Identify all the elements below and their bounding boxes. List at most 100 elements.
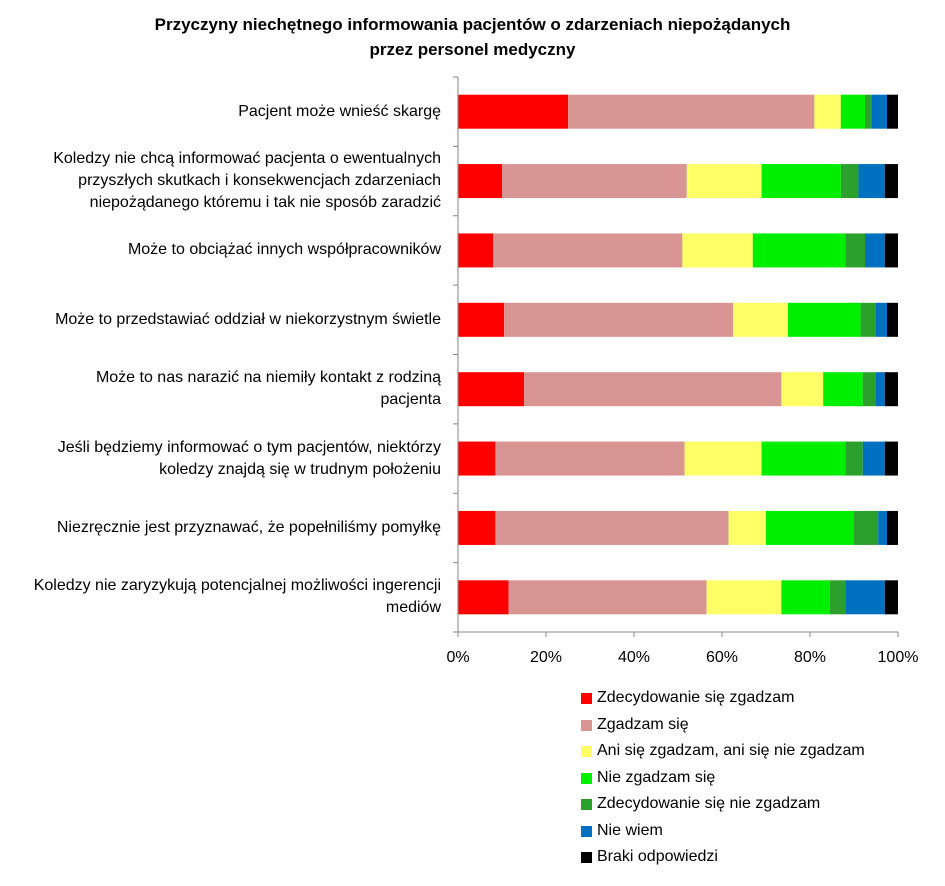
axes-group	[453, 76, 899, 637]
category-label-line: Może to obciążać innych współpracowników	[127, 241, 441, 259]
chart-title-line-2: przez personel medyczny	[369, 40, 576, 59]
bar-segment-8-1	[458, 580, 509, 615]
bar-segment-1-7	[887, 94, 898, 129]
legend-swatch	[581, 799, 592, 810]
bar-segment-2-3	[686, 164, 762, 199]
bar-segment-6-3	[684, 441, 762, 476]
category-label: Niezręcznie jest przyznawać, że popełnil…	[0, 517, 441, 539]
category-label: Może to przedstawiać oddział w niekorzys…	[0, 309, 441, 331]
bar-segment-5-4	[823, 372, 863, 407]
bar-segment-1-5	[865, 94, 872, 129]
category-label: Pacjent może wnieść skargę	[0, 101, 441, 123]
bar-segment-4-2	[504, 302, 733, 337]
bar-segment-6-4	[761, 441, 846, 476]
bars-group	[458, 94, 898, 615]
category-label-line: pacjenta	[380, 391, 442, 409]
category-label-line: koledzy znajdą się w trudnym położeniu	[159, 460, 441, 478]
bar-segment-6-7	[884, 441, 898, 476]
bar-segment-5-6	[876, 372, 885, 407]
category-label: Może to nas narazić na niemiły kontakt z…	[0, 367, 441, 411]
bar-segment-4-5	[860, 302, 876, 337]
bar-segment-7-3	[728, 510, 766, 545]
category-label-line: Koledzy nie zaryzykują potencjalnej możl…	[33, 577, 441, 595]
category-label-line: Jeśli będziemy informować o tym pacjentó…	[57, 438, 441, 456]
bar-segment-1-2	[568, 94, 815, 129]
legend-label: Zdecydowanie się zgadzam	[597, 689, 795, 706]
bar-segment-7-2	[495, 510, 729, 545]
legend-swatch	[581, 852, 592, 863]
bar-segment-4-7	[887, 302, 898, 337]
legend-swatch	[581, 825, 592, 837]
tick-labels-group: 0% 20% 40% 60% 80% 100%	[446, 649, 918, 666]
legend-label: Zdecydowanie się nie zgadzam	[597, 795, 821, 812]
bar-segment-7-5	[854, 510, 879, 545]
x-tick-label: 0%	[446, 649, 469, 666]
bar-segment-2-2	[502, 164, 687, 199]
chart-title: Przyczyny niechętnego informowania pacje…	[0, 12, 945, 62]
bar-segment-3-5	[845, 233, 865, 268]
legend-swatch	[581, 693, 592, 704]
bar-segment-6-1	[458, 441, 496, 476]
legend-label: Ani się zgadzam, ani się nie zgadzam	[597, 742, 865, 759]
category-label-line: Może to przedstawiać oddział w niekorzys…	[55, 310, 441, 328]
bar-segment-8-4	[781, 580, 830, 615]
bar-segment-1-1	[458, 94, 568, 129]
bar-segment-1-6	[871, 94, 887, 129]
bar-segment-8-7	[884, 580, 898, 615]
bar-segment-7-7	[887, 510, 898, 545]
category-label-line: Niezręcznie jest przyznawać, że popełnil…	[56, 518, 441, 536]
bar-segment-8-6	[845, 580, 885, 615]
bar-segment-5-2	[524, 372, 782, 407]
x-tick-label: 40%	[618, 649, 650, 666]
stacked-bar-chart: 0% 20% 40% 60% 80% 100%	[446, 76, 918, 666]
bar-segment-3-6	[865, 233, 885, 268]
category-label-line: Może to nas narazić na niemiły kontakt z…	[95, 369, 441, 387]
legend-label: Nie wiem	[597, 821, 663, 839]
category-label-line: Koledzy nie chcą informować pacjenta o e…	[53, 150, 441, 168]
category-label: Jeśli będziemy informować o tym pacjentó…	[0, 437, 441, 481]
bar-segment-8-5	[829, 580, 846, 615]
x-tick-label: 60%	[706, 649, 738, 666]
chart-title-line-1: Przyczyny niechętnego informowania pacje…	[154, 15, 791, 34]
bar-segment-2-5	[840, 164, 859, 199]
x-tick-label: 100%	[878, 649, 919, 666]
x-tick-label: 80%	[794, 649, 826, 666]
bar-segment-6-5	[845, 441, 863, 476]
category-label-line: niepożądanego któremu i tak nie sposób z…	[89, 194, 441, 212]
legend-swatch	[581, 772, 592, 784]
bar-segment-3-7	[884, 233, 898, 268]
bar-segment-3-2	[493, 233, 683, 268]
category-label: Koledzy nie zaryzykują potencjalnej możl…	[0, 575, 441, 619]
bar-segment-2-4	[761, 164, 841, 199]
legend-label: Nie zgadzam się	[597, 768, 716, 786]
bar-segment-2-7	[884, 164, 898, 199]
bar-segment-8-2	[508, 580, 707, 615]
bar-segment-3-3	[682, 233, 753, 268]
bar-segment-6-6	[862, 441, 885, 476]
bar-segment-7-1	[458, 510, 496, 545]
bar-segment-7-4	[766, 510, 854, 545]
legend-swatch	[581, 746, 592, 757]
category-label-line: mediów	[385, 599, 441, 617]
category-label: Może to obciążać innych współpracowników	[0, 239, 441, 261]
legend-label: Braki odpowiedzi	[597, 848, 718, 865]
category-label-line: przyszłych skutkach i konsekwencjach zda…	[78, 172, 441, 190]
bar-segment-5-5	[862, 372, 876, 407]
category-label: Koledzy nie chcą informować pacjenta o e…	[0, 148, 441, 214]
bar-segment-7-6	[878, 510, 887, 545]
bar-segment-5-1	[458, 372, 524, 407]
x-tick-label: 20%	[530, 649, 562, 666]
bar-segment-6-2	[495, 441, 685, 476]
bar-segment-8-3	[706, 580, 782, 615]
category-label-line: Pacjent może wnieść skargę	[238, 102, 441, 120]
bar-segment-4-6	[876, 302, 887, 337]
bar-segment-1-4	[840, 94, 865, 129]
bar-segment-2-6	[858, 164, 885, 199]
bar-segment-3-4	[752, 233, 846, 268]
bar-segment-5-3	[781, 372, 824, 407]
bar-segment-4-4	[788, 302, 861, 337]
bar-segment-3-1	[458, 233, 494, 268]
bar-segment-2-1	[458, 164, 502, 199]
bar-segment-5-7	[884, 372, 898, 407]
bar-segment-4-1	[458, 302, 505, 337]
